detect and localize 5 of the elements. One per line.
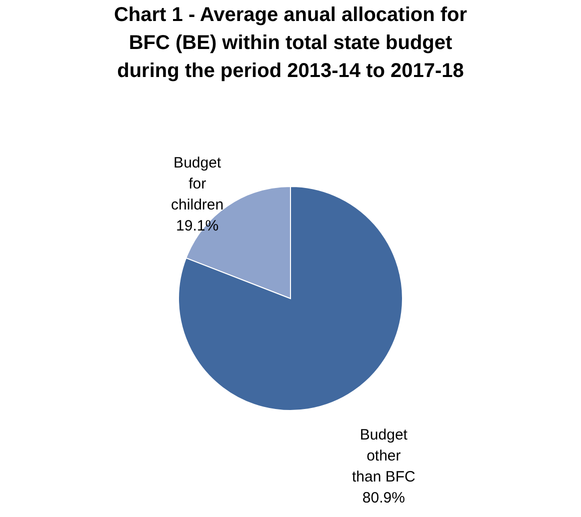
data-label: 80.9% [362,490,405,507]
chart-title: Chart 1 - Average anual allocation for BFC (BE) within total state budget during the period 2013-14 to 2017-18 [114,4,468,82]
data-label: 19.1% [176,217,219,234]
slice-label: Budget other than BFC [352,426,416,486]
slice-label: Budget for children [171,154,224,214]
